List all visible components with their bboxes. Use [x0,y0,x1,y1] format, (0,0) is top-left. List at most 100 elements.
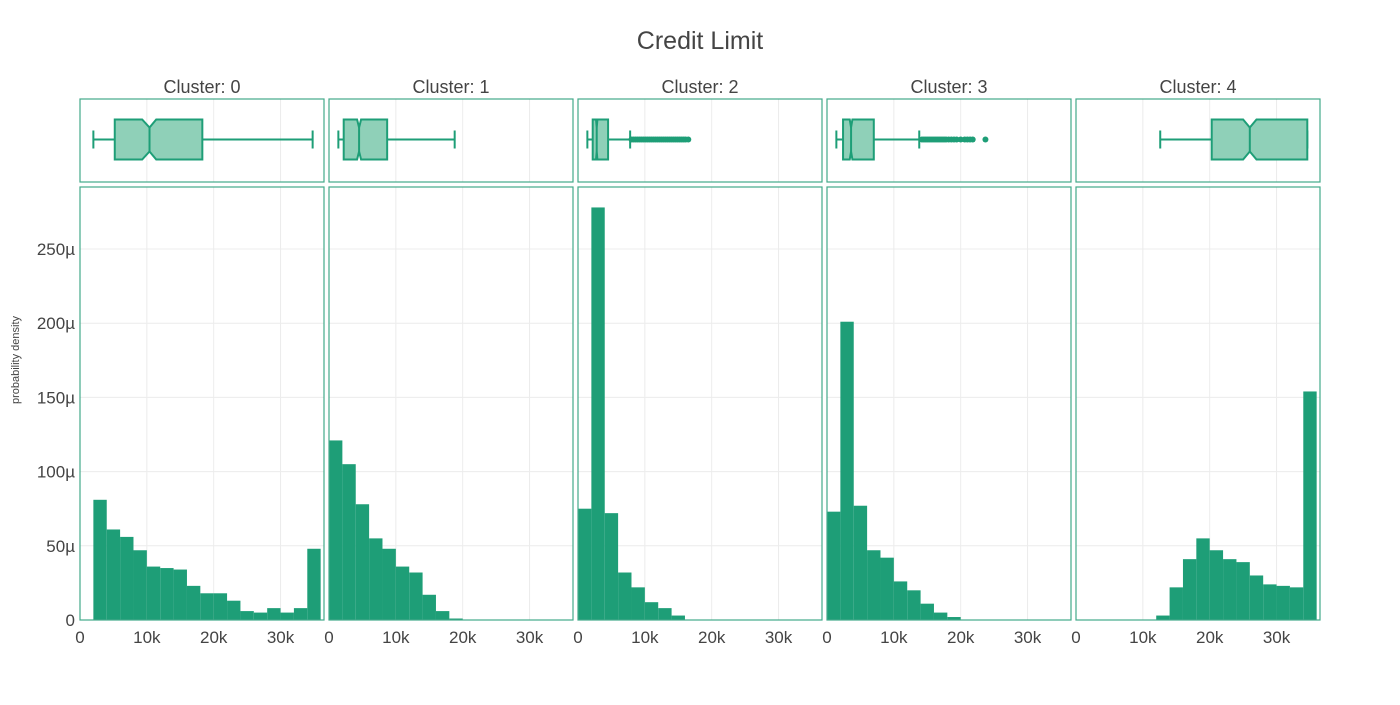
histogram-bar [591,207,605,620]
hist-subplot-frame [328,186,574,621]
histogram-bar [1263,584,1277,620]
histogram-bar [133,550,147,620]
histogram-bar [213,593,228,620]
histogram-bar [671,615,685,620]
outlier-point [685,136,692,143]
y-axis-label: probability density [10,315,22,404]
x-tick-label: 0 [75,628,84,647]
histogram-bar [146,566,161,620]
histogram-bar [106,529,121,620]
histogram-bar [307,548,321,620]
histogram-bar [329,440,343,620]
panel-label: Cluster: 1 [412,77,489,97]
histogram-bar [120,536,134,620]
outlier-point [969,136,976,143]
histogram-bar [578,508,592,620]
y-tick-label: 200µ [37,314,75,333]
panel-label: Cluster: 4 [1159,77,1236,97]
box-body [1210,118,1309,161]
box-body [842,118,875,161]
box-body [113,118,204,161]
x-tick-label: 20k [947,628,975,647]
y-tick-label: 50µ [46,537,75,556]
histogram-bar [409,572,423,620]
y-tick-label: 150µ [37,388,75,407]
outlier-point [982,136,989,143]
box-subplot-frame [1075,98,1321,183]
histogram-bar [369,538,383,620]
histogram-bar [293,608,308,620]
histogram-bar [449,618,463,620]
x-tick-label: 30k [765,628,793,647]
histogram-bar [827,511,841,620]
y-tick-label: 250µ [37,240,75,259]
x-tick-label: 20k [449,628,477,647]
panels-layer: 0 50µ 100µ 150µ 200µ 250µ Cluster: 0 0 10k 20k 30k… [37,77,1321,647]
hist-subplot-frame [826,186,1072,621]
histogram-bar [1182,559,1197,620]
panel-1: Cluster: 1 0 10k 20k 30k [324,77,574,647]
histogram-bar [160,568,174,620]
histogram-bar [1289,587,1304,620]
histogram-bar [1209,550,1224,620]
histogram-bar [644,602,659,620]
hist-subplot-frame [1075,186,1321,621]
histogram-bar [880,557,894,620]
panel-label: Cluster: 0 [163,77,240,97]
histogram-bar [933,612,948,620]
histogram-bar [240,611,254,620]
x-tick-label: 10k [880,628,908,647]
histogram-bar [618,572,632,620]
histogram-bar [1196,538,1210,620]
histogram-bar [1156,615,1170,620]
x-tick-label: 30k [1263,628,1291,647]
histogram-bar [631,587,645,620]
histogram-bar [355,504,370,620]
box-body [342,118,389,161]
x-tick-label: 10k [382,628,410,647]
box-subplot-frame [826,98,1072,183]
x-tick-label: 20k [200,628,228,647]
hist-subplot-frame [577,186,823,621]
histogram-bar [173,569,187,620]
box-body [591,118,610,161]
histogram-bar [280,612,294,620]
histogram-bar [1169,587,1183,620]
histogram-bar [342,464,356,620]
x-tick-label: 20k [1196,628,1224,647]
x-tick-label: 30k [1014,628,1042,647]
y-tick-label: 0 [66,611,75,630]
histogram-bar [253,612,268,620]
chart-title: Credit Limit [637,27,763,55]
histogram-bar [920,603,934,620]
x-tick-label: 0 [1071,628,1080,647]
histogram-bar [1303,391,1317,620]
hist-subplot-frame [79,186,325,621]
histogram-bar [840,321,854,620]
histogram-bar [1223,559,1237,620]
histogram-bar [658,608,672,620]
panel-3: Cluster: 3 0 10k 20k 30k [822,77,1072,647]
box-subplot-frame [328,98,574,183]
y-tick-label: 100µ [37,463,75,482]
histogram-bar [1236,562,1250,620]
histogram-bar [422,594,436,620]
histogram-bar [1249,575,1264,620]
histogram-bar [93,499,107,620]
box-subplot-frame [577,98,823,183]
x-tick-label: 10k [133,628,161,647]
panel-4: Cluster: 4 0 10k 20k 30k [1071,77,1321,647]
x-tick-label: 10k [1129,628,1157,647]
histogram-bar [435,611,450,620]
x-tick-label: 0 [573,628,582,647]
x-tick-label: 30k [267,628,295,647]
histogram-bar [227,600,241,620]
panel-0: Cluster: 0 0 10k 20k 30k [75,77,325,647]
panel-label: Cluster: 2 [661,77,738,97]
histogram-bar [893,581,908,620]
histogram-bar [395,566,410,620]
histogram-bar [382,548,396,620]
histogram-bar [947,617,961,620]
